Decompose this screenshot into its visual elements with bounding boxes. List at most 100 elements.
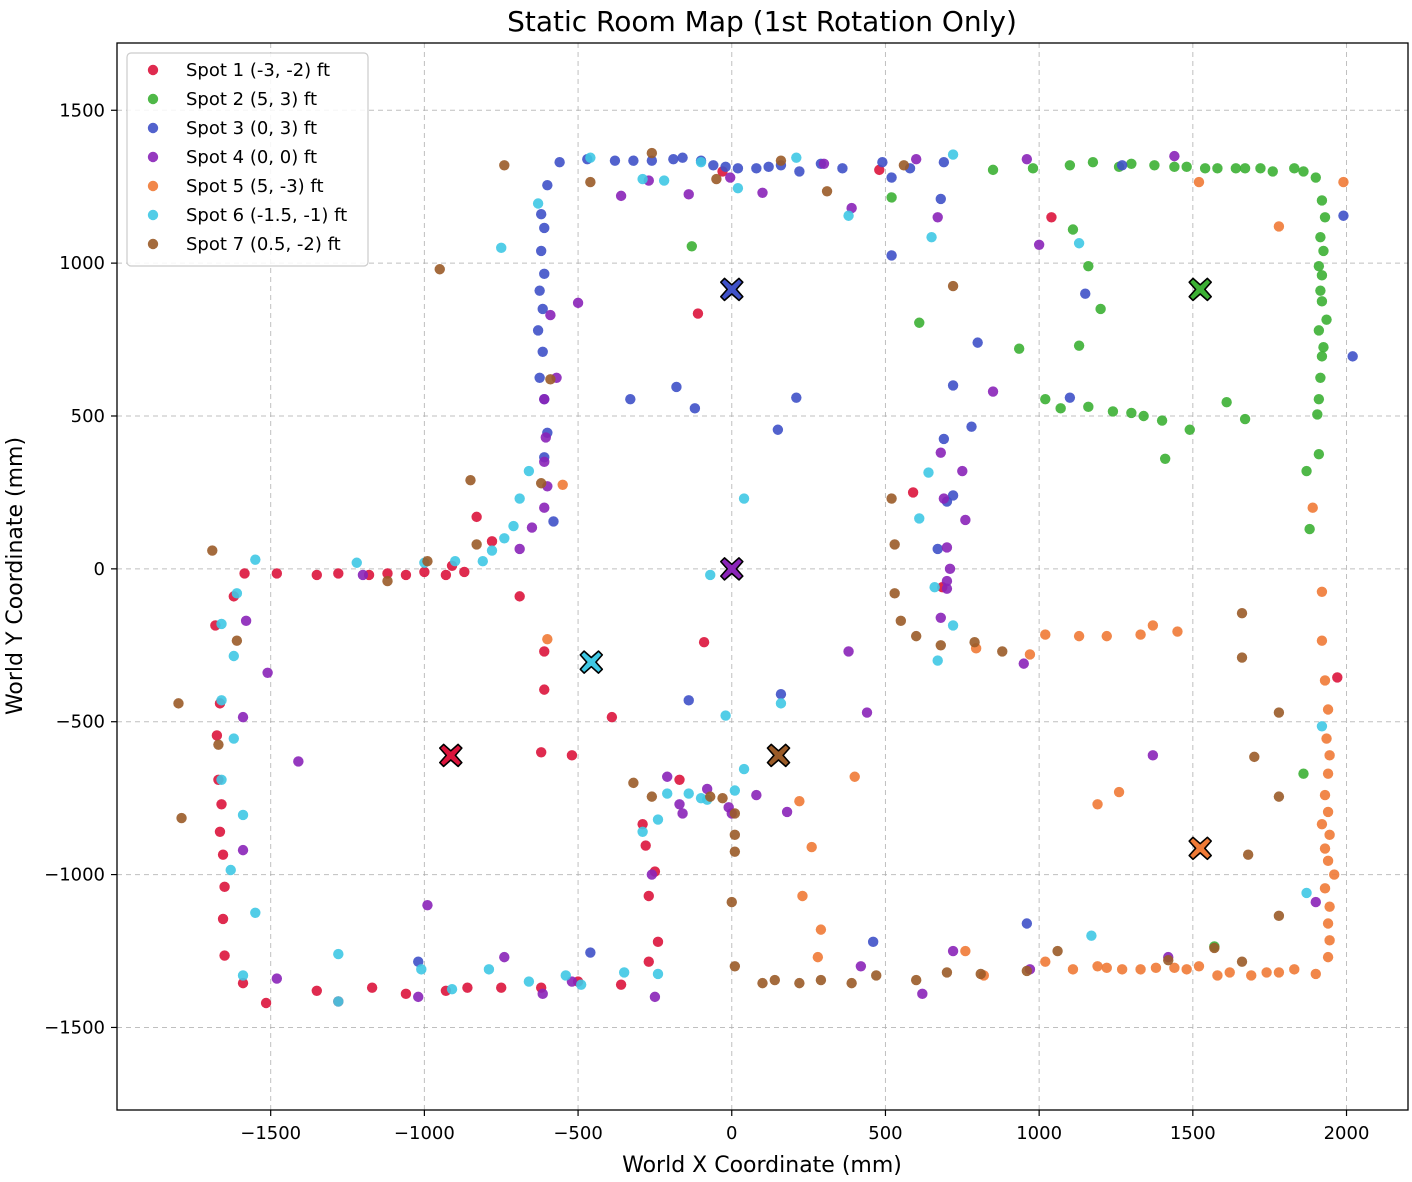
spot-4-point xyxy=(646,869,658,880)
spot-7-point xyxy=(889,539,900,550)
spot-5-point xyxy=(1322,768,1334,779)
spot-3-point xyxy=(534,372,545,383)
spot-6-point xyxy=(532,198,544,209)
spot-7-point xyxy=(646,147,658,159)
y-tick-label: 0 xyxy=(94,559,105,580)
spot-1-point xyxy=(237,977,249,989)
spot-2-point xyxy=(1318,245,1329,257)
spot-6-point xyxy=(947,620,959,631)
spot-5-point xyxy=(1116,964,1128,975)
spot-1-point xyxy=(606,711,618,723)
spot-4-point xyxy=(941,575,953,587)
spot-6-point xyxy=(658,175,670,186)
spot-3-point xyxy=(886,172,897,183)
spot-4-point xyxy=(615,190,627,202)
spot-5-point xyxy=(1316,586,1328,597)
spot-4-point xyxy=(662,771,673,782)
y-tick-label: 500 xyxy=(71,406,105,427)
spot-3-point xyxy=(548,516,559,527)
spot-7-point xyxy=(465,474,476,486)
spot-5-point xyxy=(1273,967,1285,978)
spot-3-point xyxy=(646,155,658,166)
spot-7-point xyxy=(757,977,768,989)
spot-7-point xyxy=(231,635,243,646)
spot-5-point xyxy=(1224,967,1235,978)
spot-5-point xyxy=(1212,970,1223,981)
spot-5-point xyxy=(794,796,805,807)
spot-3-point xyxy=(772,424,784,435)
spot-1-point xyxy=(643,890,654,902)
spot-7-point xyxy=(886,493,897,504)
spot-3-point xyxy=(966,421,977,432)
spot-5-point xyxy=(1092,961,1103,972)
spot-7-point xyxy=(434,264,445,275)
spot-2-point xyxy=(1316,270,1328,281)
spot-6-point xyxy=(585,152,596,163)
spot-4-point xyxy=(539,456,550,468)
legend-label: Spot 7 (0.5, -2) ft xyxy=(186,234,341,255)
spot-7-point xyxy=(871,970,882,981)
spot-5-point xyxy=(1113,786,1125,798)
legend-marker xyxy=(147,64,159,76)
spot-5-point xyxy=(1172,626,1183,637)
spot-1-point xyxy=(652,936,664,948)
spot-7-point xyxy=(821,186,833,197)
spot-4-point xyxy=(540,432,551,443)
spot-5-point xyxy=(1261,967,1272,978)
spot-2-marker xyxy=(1188,277,1212,302)
spot-7-point xyxy=(1236,607,1248,619)
spot-4-point xyxy=(413,991,424,1003)
spot-6-point xyxy=(499,533,510,544)
spot-2-point xyxy=(1087,157,1099,168)
spot-7-point xyxy=(1273,707,1285,718)
spot-6-point xyxy=(228,733,240,744)
spot-4-point xyxy=(237,711,249,723)
spot-2-point xyxy=(1159,453,1171,464)
spot-2-point xyxy=(1301,465,1312,477)
spot-6-point xyxy=(1316,721,1328,732)
spot-7-point xyxy=(422,556,433,567)
spot-5-point xyxy=(797,890,808,902)
spot-7-marker xyxy=(766,743,791,768)
spot-7-point xyxy=(545,374,556,385)
spot-6-point xyxy=(843,210,854,221)
spot-2-point xyxy=(914,317,925,328)
x-tick-label: −1500 xyxy=(240,1123,301,1144)
spot-2-point xyxy=(1315,285,1326,296)
legend-marker xyxy=(147,151,159,163)
spot-7-point xyxy=(729,808,741,819)
x-tick-label: 1000 xyxy=(1016,1123,1062,1144)
spot-7-point xyxy=(941,967,953,978)
legend-marker xyxy=(147,209,159,221)
spot-4-point xyxy=(674,799,685,810)
spot-1-point xyxy=(459,566,470,578)
spot-6-point xyxy=(216,774,227,786)
spot-5-point xyxy=(1040,629,1051,640)
spot-1-point xyxy=(217,913,229,925)
spot-4-point xyxy=(357,569,369,581)
spot-3-point xyxy=(683,695,694,706)
spot-5-point xyxy=(1322,855,1334,867)
spot-3-point xyxy=(535,245,547,257)
spot-1-point xyxy=(1332,672,1343,683)
spot-5-point xyxy=(1101,630,1112,642)
x-tick-label: 1500 xyxy=(1170,1123,1216,1144)
spot-5-point xyxy=(1324,935,1335,946)
x-tick-label: 0 xyxy=(726,1123,737,1144)
spot-2-point xyxy=(1321,314,1332,325)
spot-7-point xyxy=(585,176,596,188)
spot-5-marker xyxy=(1188,836,1212,861)
spot-1-point xyxy=(539,684,550,695)
spot-3-point xyxy=(972,337,983,348)
spot-5-point xyxy=(1322,951,1334,963)
spot-4-point xyxy=(910,153,922,165)
spot-4-point xyxy=(960,514,971,526)
spot-6-point xyxy=(228,650,240,662)
spot-6-point xyxy=(947,149,959,160)
spot-6-point xyxy=(791,152,802,163)
legend-marker xyxy=(147,122,159,134)
spot-5-point xyxy=(812,951,824,963)
spot-1-point xyxy=(643,956,654,967)
spot-3-point xyxy=(932,543,943,555)
spot-3-point xyxy=(1021,918,1033,929)
